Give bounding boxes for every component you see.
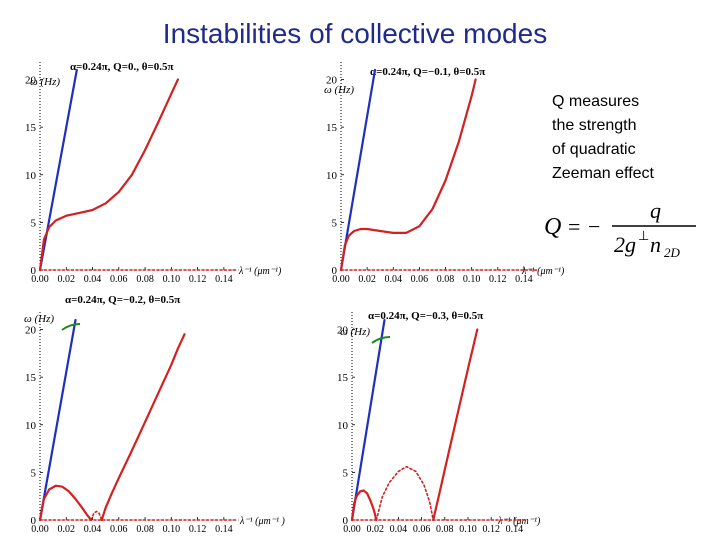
- x-tick-label: 0.04: [84, 524, 102, 535]
- y-tick-label: 10: [25, 420, 37, 432]
- x-tick-label: 0.04: [84, 274, 102, 285]
- x-axis-label: λ⁻¹ (μm⁻¹ ): [239, 516, 285, 527]
- x-axis-label: λ⁻¹ (μm⁻¹): [497, 516, 541, 527]
- blue-solid-series-line: [339, 68, 377, 272]
- y-tick-label: 20: [326, 75, 338, 87]
- x-tick-label: 0.04: [385, 274, 403, 285]
- x-tick-label: 0.06: [413, 524, 431, 535]
- formula-minus: −: [588, 214, 600, 239]
- y-tick-label: 0: [31, 265, 37, 277]
- y-tick-label: 0: [343, 515, 349, 527]
- y-tick-label: 15: [337, 372, 349, 384]
- x-tick-label: 0.04: [390, 524, 408, 535]
- y-tick-label: 5: [31, 217, 37, 229]
- x-tick-label: 0.00: [31, 274, 49, 285]
- red-solid-series-line: [38, 78, 179, 272]
- x-tick-label: 0.10: [459, 524, 477, 535]
- formula-lhs: Q: [544, 214, 561, 240]
- y-tick-label: 5: [31, 467, 37, 479]
- y-tick-label: 0: [332, 265, 338, 277]
- red-solid-series-line: [38, 484, 93, 522]
- formula-denominator-main: 2g: [614, 232, 636, 257]
- formula-denominator-sub: 2D: [664, 245, 681, 260]
- x-tick-label: 0.12: [189, 524, 207, 535]
- x-tick-label: 0.08: [437, 274, 455, 285]
- panel-title: α=0.24π, Q=−0.1, θ=0.5π: [370, 66, 485, 78]
- y-tick-label: 10: [337, 420, 349, 432]
- formula-equals: =: [568, 214, 580, 239]
- y-tick-label: 5: [343, 467, 349, 479]
- x-tick-label: 0.06: [110, 524, 128, 535]
- x-tick-label: 0.02: [366, 524, 384, 535]
- y-tick-label: 0: [31, 515, 37, 527]
- x-tick-label: 0.12: [489, 274, 507, 285]
- x-tick-label: 0.14: [215, 524, 233, 535]
- note-line: of quadratic: [552, 141, 636, 158]
- x-axis-label: λ⁻¹ (μm⁻¹): [238, 266, 282, 277]
- x-tick-label: 0.08: [136, 274, 154, 285]
- panel-title: α=0.24π, Q=−0.3, θ=0.5π: [368, 310, 483, 322]
- x-tick-label: 0.02: [58, 274, 76, 285]
- x-tick-label: 0.12: [189, 274, 207, 285]
- red-dotted-series-line: [90, 510, 103, 521]
- red-solid-series-line: [339, 78, 477, 272]
- panel-title: α=0.24π, Q=0., θ=0.5π: [70, 61, 174, 73]
- y-axis-label: ω (Hz): [30, 76, 60, 88]
- note-line: Zeeman effect: [552, 165, 654, 182]
- blue-solid-series-line: [38, 68, 78, 272]
- x-tick-label: 0.14: [515, 274, 533, 285]
- x-tick-label: 0.00: [31, 524, 49, 535]
- y-axis-label: ω (Hz): [324, 84, 354, 96]
- x-tick-label: 0.06: [411, 274, 429, 285]
- blue-solid-series-line: [350, 318, 386, 522]
- y-axis-label: ω (Hz): [24, 313, 54, 325]
- red-solid-series-line: [100, 333, 186, 522]
- formula-denominator-n: n: [650, 232, 661, 257]
- y-tick-label: 20: [25, 75, 37, 87]
- x-tick-label: 0.14: [506, 524, 524, 535]
- y-tick-label: 15: [326, 122, 338, 134]
- note-line: the strength: [552, 117, 637, 134]
- x-tick-label: 0.10: [163, 274, 181, 285]
- red-dotted-series-line: [375, 465, 435, 521]
- blue-solid-series-line: [38, 318, 77, 522]
- y-axis-label: ω (Hz): [340, 326, 370, 338]
- red-solid-series-line: [350, 489, 378, 522]
- y-tick-label: 15: [25, 372, 37, 384]
- red-solid-series-line: [432, 328, 479, 522]
- q-formula: Q = − q 2g ⊥ n 2D: [544, 198, 696, 260]
- formula-denominator-sup: ⊥: [638, 228, 649, 243]
- x-tick-label: 0.06: [110, 274, 128, 285]
- y-tick-label: 5: [332, 217, 338, 229]
- note-line: Q measures: [552, 93, 640, 110]
- green-mark: [371, 336, 391, 344]
- x-tick-label: 0.14: [215, 274, 233, 285]
- x-tick-label: 0.10: [463, 274, 481, 285]
- y-tick-label: 20: [337, 325, 349, 337]
- x-tick-label: 0.08: [136, 524, 154, 535]
- x-tick-label: 0.08: [436, 524, 454, 535]
- x-tick-label: 0.02: [358, 274, 376, 285]
- x-axis-label: λ⁻¹ (μm⁻¹): [521, 266, 565, 277]
- explanatory-note: Q measures the strength of quadratic Zee…: [552, 90, 712, 186]
- x-tick-label: 0.12: [482, 524, 500, 535]
- y-tick-label: 10: [326, 170, 338, 182]
- formula-numerator: q: [650, 198, 661, 223]
- green-mark: [61, 323, 81, 331]
- x-tick-label: 0.00: [332, 274, 350, 285]
- y-tick-label: 20: [25, 325, 37, 337]
- y-tick-label: 10: [25, 170, 37, 182]
- x-tick-label: 0.10: [163, 524, 181, 535]
- x-tick-label: 0.00: [343, 524, 361, 535]
- y-tick-label: 15: [25, 122, 37, 134]
- slide-title: Instabilities of collective modes: [162, 18, 548, 49]
- panel-title: α=0.24π, Q=−0.2, θ=0.5π: [65, 294, 180, 306]
- x-tick-label: 0.02: [58, 524, 76, 535]
